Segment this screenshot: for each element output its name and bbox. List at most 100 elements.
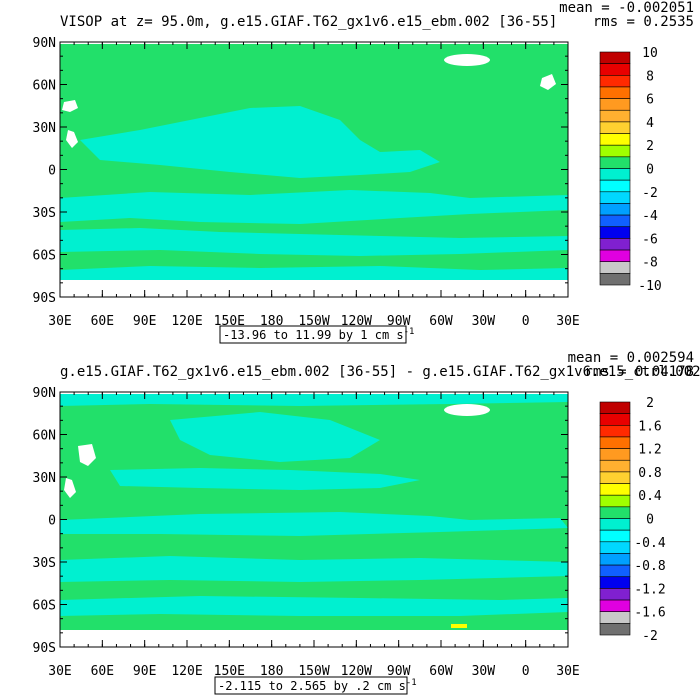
colorbar-label: -10: [638, 279, 661, 294]
x-tick-label: 150W: [298, 664, 329, 679]
colorbar-label: -1.2: [634, 582, 665, 597]
panel-title: VISOP at z= 95.0m, g.e15.GIAF.T62_gx1v6.…: [60, 14, 557, 30]
colorbar-label: -4: [642, 209, 658, 224]
range-unit-sup: -1: [404, 327, 415, 337]
x-tick-label: 60W: [429, 664, 453, 679]
x-tick-label: 60E: [91, 314, 114, 329]
colorbar-swatch: [599, 588, 631, 601]
colorbar-label: -2: [642, 629, 658, 644]
x-tick-label: 30E: [48, 664, 71, 679]
colorbar-swatch: [599, 506, 631, 519]
colorbar-swatch: [599, 75, 631, 88]
y-tick-label: 60N: [33, 79, 56, 94]
stat-rms: rms = 0.2535: [593, 14, 694, 30]
panel-difference: g.e15.GIAF.T62_gx1v6.e15_ebm.002 [36-55]…: [33, 350, 700, 695]
y-tick-label: 90S: [33, 291, 56, 306]
y-tick-label: 60S: [33, 249, 56, 264]
land-mask: [66, 130, 78, 148]
colorbar-swatch: [599, 459, 631, 473]
x-tick-label: 60E: [91, 664, 114, 679]
range-box: -2.115 to 2.565 by .2 cm s-1: [214, 676, 417, 695]
colorbar-swatch: [599, 86, 631, 99]
x-tick-label: 120W: [341, 664, 372, 679]
colorbar: 2 1.6 1.2 0.8 0.4 0 -0.4 -0.8 -1.2 -1.6 -2: [599, 396, 666, 644]
x-tick-label: 90E: [133, 314, 156, 329]
ocean-anomaly-cyan: [170, 412, 380, 462]
colorbar-label: 8: [646, 69, 654, 84]
y-tick-label: 60S: [33, 599, 56, 614]
colorbar-label: 1.6: [638, 419, 661, 434]
colorbar-label: 6: [646, 93, 654, 108]
y-tick-label: 30N: [33, 121, 56, 136]
ocean-anomaly-cyan: [60, 556, 568, 582]
range-label: -13.96 to 11.99 by 1 cm s: [223, 328, 404, 342]
map-area: [59, 41, 569, 298]
colorbar-swatch: [599, 599, 631, 612]
y-tick-label: 30S: [33, 206, 56, 221]
x-tick-label: 30E: [556, 314, 579, 329]
colorbar-label: -6: [642, 232, 658, 247]
ocean-anomaly-cyan: [80, 106, 440, 178]
colorbar: 10 8 6 4 2 0 -2 -4 -6 -8 -10: [599, 46, 662, 294]
colorbar-swatch: [599, 611, 631, 624]
x-axis: 30E 60E 90E 120E 150E 180 150W 120W 90W 60W 30W 0 30…: [48, 42, 580, 329]
panel-title: g.e15.GIAF.T62_gx1v6.e15_ebm.002 [36-55]…: [60, 364, 700, 380]
colorbar-swatch: [599, 494, 631, 508]
svg-text:-13.96 to 11.99 by 1 cm s-1: -13.96 to 11.99 by 1 cm s-1: [223, 327, 414, 342]
y-tick-label: 30N: [33, 471, 56, 486]
colorbar-swatch: [599, 238, 631, 251]
colorbar-swatch: [599, 249, 631, 263]
colorbar-label: 0: [646, 513, 654, 528]
colorbar-swatch: [599, 226, 631, 239]
x-tick-label: 30E: [48, 314, 71, 329]
colorbar-label: -0.4: [634, 536, 665, 551]
ocean-anomaly-cyan: [60, 228, 568, 256]
colorbar-swatch: [599, 576, 631, 589]
y-tick-label: 90N: [33, 386, 56, 401]
colorbar-swatch: [599, 273, 631, 286]
land-mask: [62, 100, 78, 112]
colorbar-swatch: [599, 51, 631, 64]
colorbar-swatch: [599, 203, 631, 216]
colorbar-swatch: [599, 121, 631, 134]
colorbar-swatch: [599, 401, 631, 414]
x-axis: 30E 60E 90E 120E 150E 180 150W 120W 90W 60W 30W 0 30…: [48, 392, 580, 679]
x-tick-label: 120W: [341, 314, 372, 329]
colorbar-swatch: [599, 133, 631, 146]
colorbar-swatch: [599, 261, 631, 274]
x-tick-label: 150E: [214, 314, 245, 329]
colorbar-label: -0.8: [634, 559, 665, 574]
land-mask: [444, 404, 490, 416]
colorbar-label: -1.6: [634, 606, 665, 621]
x-tick-label: 30E: [556, 664, 579, 679]
stat-rms: rms = 0.04178: [584, 364, 694, 380]
x-tick-label: 60W: [429, 314, 453, 329]
colorbar-label: 0: [646, 163, 654, 178]
x-tick-label: 0: [522, 314, 530, 329]
ocean-anomaly-cyan: [60, 512, 568, 536]
stat-mean: mean = -0.002051: [559, 0, 694, 16]
x-tick-label: 120E: [171, 664, 202, 679]
x-tick-label: 180: [260, 664, 283, 679]
y-axis: 90N 60N 30N 0 30S 60S 90S: [33, 36, 568, 306]
colorbar-label: 4: [646, 116, 654, 131]
x-tick-label: 90E: [133, 664, 156, 679]
x-tick-label: 150W: [298, 314, 329, 329]
panel-visop: VISOP at z= 95.0m, g.e15.GIAF.T62_gx1v6.…: [33, 0, 694, 344]
colorbar-swatch: [599, 144, 631, 158]
colorbar-swatch: [599, 191, 631, 204]
colorbar-label: 10: [642, 46, 658, 61]
x-tick-label: 30W: [472, 314, 496, 329]
colorbar-swatch: [599, 483, 631, 496]
ocean-anomaly-cyan: [60, 190, 568, 224]
y-tick-label: 90S: [33, 641, 56, 656]
colorbar-swatch: [599, 98, 631, 111]
colorbar-swatch: [599, 109, 631, 123]
colorbar-swatch: [599, 214, 631, 228]
colorbar-swatch: [599, 471, 631, 484]
colorbar-label: -8: [642, 256, 658, 271]
ocean-anomaly-cyan: [60, 266, 568, 280]
colorbar-swatch: [599, 424, 631, 438]
land-mask: [78, 444, 96, 466]
